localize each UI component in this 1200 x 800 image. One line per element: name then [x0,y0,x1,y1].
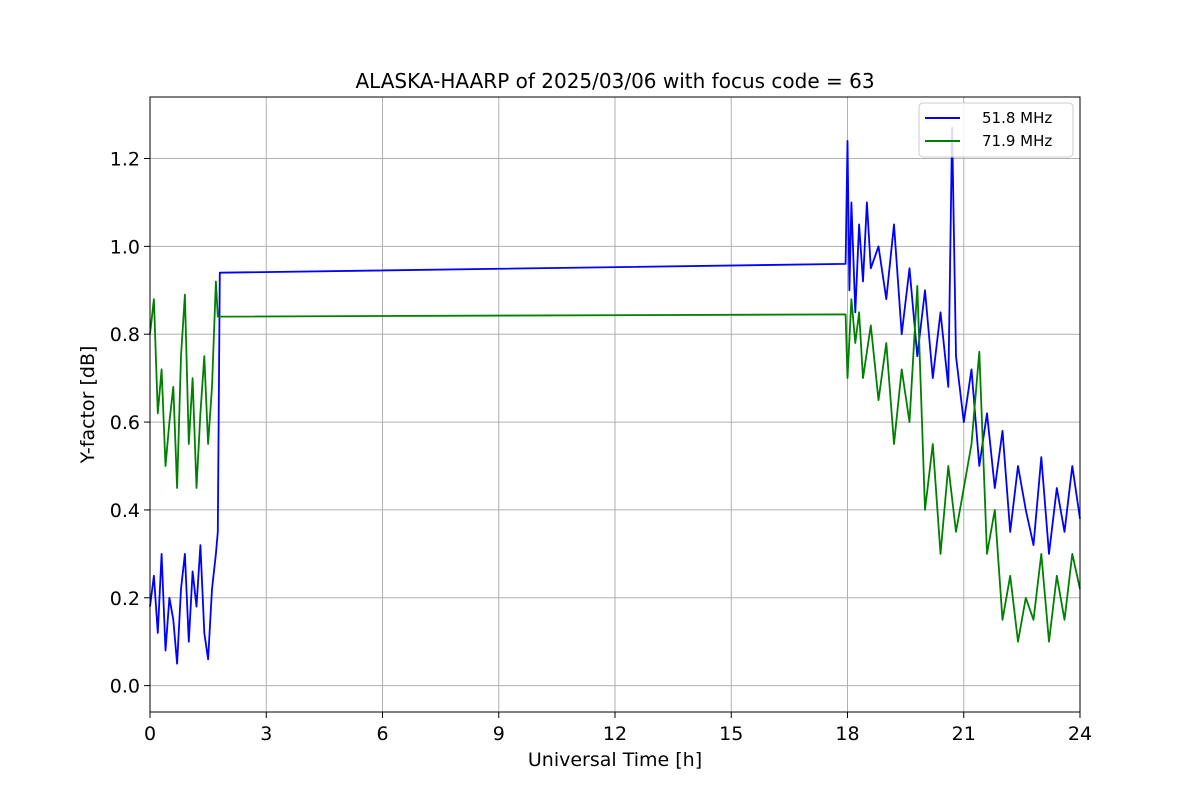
x-axis-label: Universal Time [h] [528,749,702,771]
y-tick-label: 1.2 [110,149,140,171]
legend-label: 51.8 MHz [982,109,1052,127]
y-tick-label: 0.8 [110,324,140,346]
series-line-51-8-mhz [149,126,1081,665]
x-tick-label: 6 [376,723,388,745]
x-tick-label: 15 [719,723,743,745]
x-tick-label: 12 [603,723,627,745]
x-tick-label: 3 [260,723,272,745]
x-tick-label: 18 [835,723,859,745]
legend-label: 71.9 MHz [982,132,1052,150]
y-tick-label: 1.0 [110,236,140,258]
series-layer [149,126,1081,665]
legend-box [918,102,1074,158]
y-tick-label: 0.2 [110,588,140,610]
y-tick-label: 0.6 [110,412,140,434]
chart-title: ALASKA-HAARP of 2025/03/06 with focus co… [355,69,874,93]
x-tick-label: 0 [144,723,156,745]
x-tick-label: 24 [1068,723,1092,745]
series-line-71-9-mhz [149,280,1081,643]
y-tick-label: 0.0 [110,676,140,698]
ticks: 0 3 6 9 12 15 18 21 24 0.0 0.2 0.4 0.6 0.8 1.0 1.2 [110,149,1092,746]
legend: 51.8 MHz 71.9 MHz [918,102,1074,158]
y-axis-label: Y-factor [dB] [77,346,99,465]
x-tick-label: 21 [952,723,976,745]
y-tick-label: 0.4 [110,500,140,522]
x-tick-label: 9 [493,723,505,745]
